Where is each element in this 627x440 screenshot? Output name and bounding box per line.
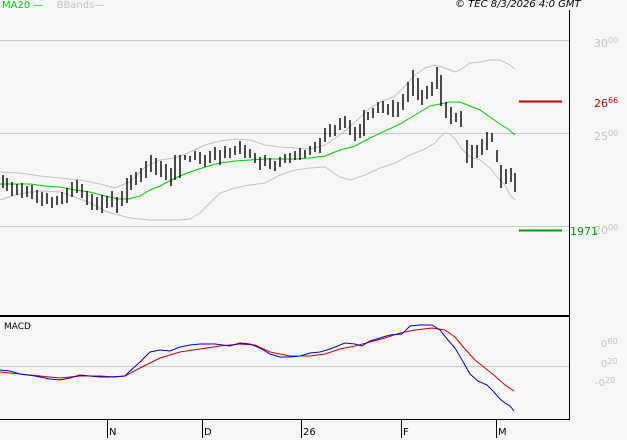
x-label-nov: N <box>109 427 117 438</box>
legend-bbands-swatch: — <box>94 0 105 11</box>
macd-label-neg020: -020 <box>595 376 616 389</box>
chart-legend: MA20 — BBands— <box>2 0 104 11</box>
legend-bbands: BBands <box>56 0 95 11</box>
macd-title: MACD <box>4 322 31 332</box>
macd-line <box>0 324 515 412</box>
bb-upper-line <box>0 59 516 189</box>
chart-credit: © TEC 8/3/2026 4:0 GMT <box>455 0 581 10</box>
x-label-2026: 26 <box>303 427 316 438</box>
legend-ma20: MA20 <box>2 0 31 11</box>
x-label-dec: D <box>204 427 212 438</box>
macd-label-020: 020 <box>601 357 618 370</box>
legend-ma20-swatch: — <box>30 0 44 11</box>
support-label: 1971 <box>570 225 598 238</box>
price-bars <box>2 67 516 213</box>
price-gridlines <box>0 40 569 367</box>
bb-lower-line <box>0 132 516 221</box>
x-label-feb: F <box>403 427 409 438</box>
x-label-mar: M <box>498 427 507 438</box>
y-label-2500: 2500 <box>594 129 619 143</box>
resistance-label: 2666 <box>594 96 619 110</box>
macd-label-060: 060 <box>601 337 618 350</box>
x-axis-ticks <box>107 420 497 438</box>
y-label-3000: 3000 <box>594 36 619 50</box>
y-label-2000: 2000 <box>594 223 619 237</box>
macd-signal-line <box>0 327 515 392</box>
